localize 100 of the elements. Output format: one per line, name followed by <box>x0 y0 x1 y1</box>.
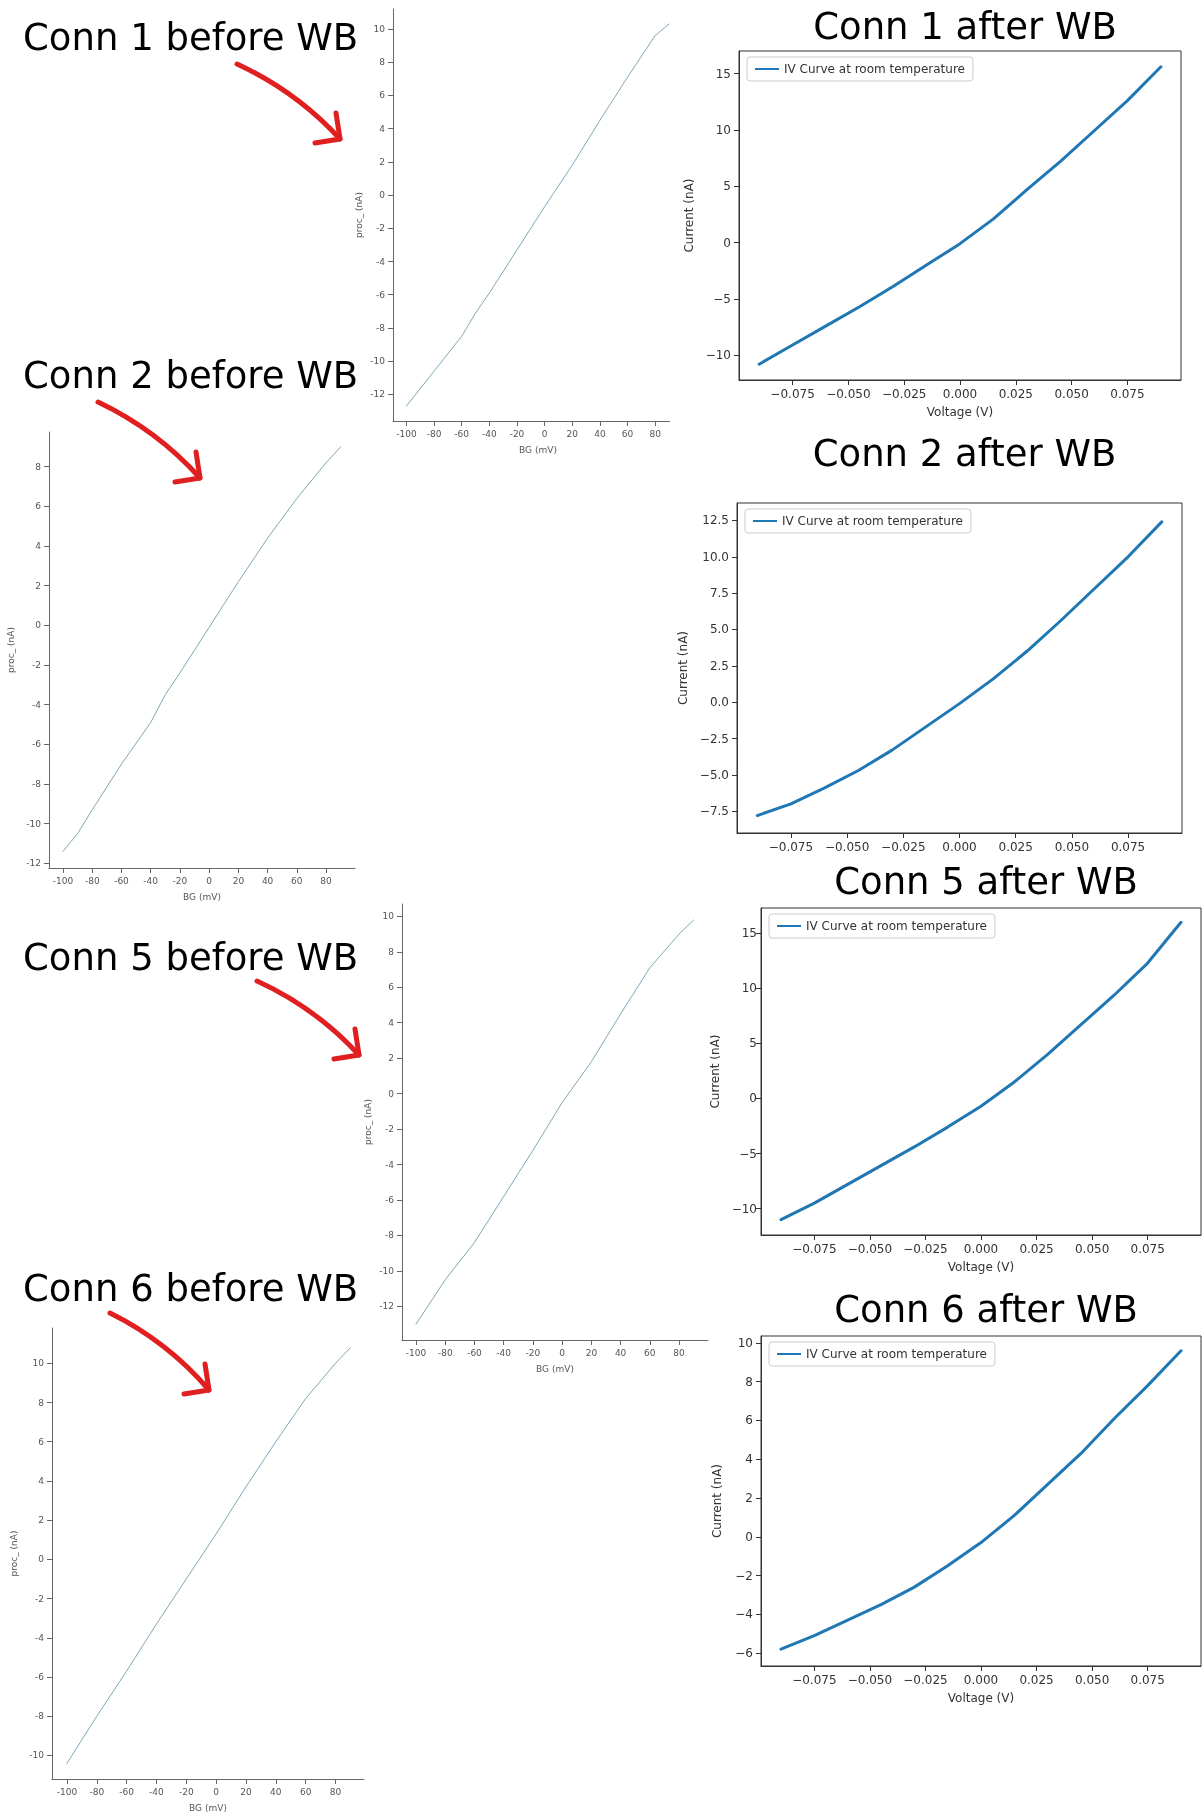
y-tick-label: 5 <box>723 179 731 194</box>
x-tick-label: −0.025 <box>903 1242 948 1256</box>
y-tick-label: -10 <box>370 356 386 367</box>
x-tick-label: 40 <box>270 1786 282 1797</box>
x-tick-label: 0.050 <box>1054 387 1089 401</box>
y-tick-label: -8 <box>32 778 42 789</box>
y-tick-label: 10.0 <box>702 549 729 564</box>
y-tick-label: 2 <box>745 1491 753 1505</box>
y-tick-label: 4 <box>388 1017 395 1028</box>
x-axis-title: BG (mV) <box>183 891 221 902</box>
x-tick-label: -20 <box>172 875 188 886</box>
line-series <box>62 446 342 852</box>
y-tick-label: −6 <box>735 1646 753 1661</box>
x-tick-label: 0.000 <box>963 1242 999 1256</box>
y-tick-label: 10 <box>373 23 386 34</box>
text: Conn 5 before WB <box>23 936 359 979</box>
y-axis-title: proc_ (nA) <box>362 1099 373 1145</box>
y-tick-label: −10 <box>705 348 731 363</box>
y-tick-label: 0 <box>749 1091 757 1106</box>
y-tick-label: −4 <box>735 1607 753 1622</box>
x-tick-label: −0.075 <box>792 1673 837 1687</box>
x-tick-label: 60 <box>621 428 634 439</box>
x-tick-label: 0 <box>206 875 213 886</box>
y-tick-label: -8 <box>385 1230 395 1241</box>
x-tick-label: -80 <box>89 1786 105 1797</box>
y-axis-title: Current (nA) <box>710 1463 724 1539</box>
y-tick-label: -8 <box>376 322 386 333</box>
x-tick-label: 80 <box>320 875 333 886</box>
x-tick-label: −0.075 <box>768 840 814 854</box>
y-tick-label: 6 <box>38 1436 45 1447</box>
x-tick-label: -80 <box>426 428 442 439</box>
x-tick-label: 0.075 <box>1130 1242 1165 1256</box>
chart-title: Conn 6 before WB <box>23 1267 359 1310</box>
chart-title: Conn 1 before WB <box>23 16 359 59</box>
y-tick-label: 5 <box>749 1036 757 1051</box>
y-tick-label: 15 <box>741 926 757 941</box>
y-axis-title: proc_ (nA) <box>8 1530 19 1577</box>
x-tick-label: −0.075 <box>792 1242 837 1256</box>
legend-label: IV Curve at room temperature <box>806 919 987 933</box>
legend-label: IV Curve at room temperature <box>782 514 963 528</box>
y-tick-label: -6 <box>385 1194 395 1205</box>
x-tick-label: -100 <box>52 875 74 886</box>
legend-label: IV Curve at room temperature <box>784 62 965 76</box>
x-tick-label: -40 <box>149 1786 165 1797</box>
y-tick-label: −2.5 <box>699 731 729 746</box>
y-tick-label: −5 <box>713 291 731 306</box>
x-tick-label: -80 <box>84 875 100 886</box>
y-tick-label: -4 <box>385 1159 395 1170</box>
y-tick-label: 0 <box>38 1554 45 1565</box>
x-tick-label: 0.050 <box>1074 1673 1110 1687</box>
x-tick-label: 0.025 <box>998 840 1033 854</box>
x-tick-label: −0.075 <box>770 387 815 401</box>
y-tick-label: 2 <box>35 580 41 591</box>
x-axis-title: Voltage (V) <box>947 1691 1015 1705</box>
x-tick-label: -100 <box>396 428 417 439</box>
y-tick-label: -6 <box>376 289 386 300</box>
y-tick-label: 4 <box>745 1452 753 1467</box>
y-tick-label: 2.5 <box>709 658 729 673</box>
x-tick-label: 0 <box>559 1347 566 1358</box>
x-tick-label: −0.025 <box>881 387 927 401</box>
y-tick-label: 10 <box>382 911 395 922</box>
y-tick-label: 4 <box>379 123 386 134</box>
y-tick-label: −5.0 <box>699 767 729 782</box>
y-tick-label: 2 <box>379 156 385 167</box>
x-tick-label: −0.025 <box>881 840 926 854</box>
y-tick-label: 0 <box>723 235 731 250</box>
x-tick-label: 0 <box>541 428 548 439</box>
x-tick-label: 60 <box>291 875 303 886</box>
x-tick-label: 0.025 <box>998 387 1033 401</box>
x-tick-label: -40 <box>496 1347 512 1358</box>
x-tick-label: -80 <box>437 1347 453 1358</box>
line-series <box>779 1349 1183 1651</box>
y-tick-label: -4 <box>35 1632 45 1643</box>
y-tick-label: -2 <box>376 223 385 234</box>
x-tick-label: -100 <box>56 1786 78 1797</box>
x-tick-label: 20 <box>232 875 245 886</box>
x-tick-label: 0.075 <box>1110 840 1146 854</box>
x-tick-label: 40 <box>614 1347 627 1358</box>
x-tick-label: 20 <box>566 428 579 439</box>
y-tick-label: 8 <box>745 1374 753 1389</box>
x-tick-label: -20 <box>178 1786 194 1797</box>
y-tick-label: −10 <box>731 1201 757 1216</box>
chart-title: Conn 2 after WB <box>812 432 1117 475</box>
x-tick-label: -60 <box>114 875 130 886</box>
y-tick-label: 0 <box>745 1529 753 1544</box>
x-tick-label: 0.025 <box>1019 1673 1054 1687</box>
y-tick-label: -2 <box>32 659 41 670</box>
x-tick-label: 0.050 <box>1054 840 1090 854</box>
y-tick-label: 2 <box>388 1053 394 1064</box>
line-series <box>415 919 695 1325</box>
y-tick-label: -4 <box>32 699 42 710</box>
y-tick-label: -10 <box>29 1750 45 1761</box>
y-tick-label: 8 <box>35 461 42 472</box>
y-tick-label: -6 <box>32 739 42 750</box>
x-tick-label: -60 <box>119 1786 135 1797</box>
x-tick-label: -60 <box>467 1347 483 1358</box>
x-tick-label: 0.000 <box>942 387 978 401</box>
y-tick-label: -10 <box>26 818 42 829</box>
y-axis-title: proc_ (nA) <box>5 627 16 673</box>
y-tick-label: 12.5 <box>702 513 729 528</box>
